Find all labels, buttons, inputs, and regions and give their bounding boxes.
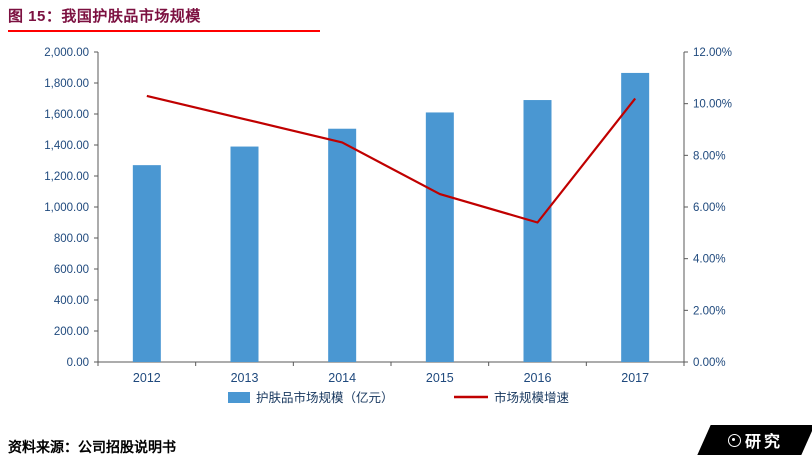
svg-text:200.00: 200.00 [54, 326, 89, 338]
svg-text:2,000.00: 2,000.00 [44, 47, 89, 59]
svg-text:1,400.00: 1,400.00 [44, 140, 89, 152]
svg-text:2012: 2012 [133, 371, 161, 385]
right-axis-labels: 12.00% 10.00% 8.00% 6.00% 4.00% 2.00% 0.00% [684, 47, 732, 369]
svg-text:1,800.00: 1,800.00 [44, 78, 89, 90]
svg-text:0.00: 0.00 [67, 357, 89, 369]
svg-text:800.00: 800.00 [54, 233, 89, 245]
source-text: 资料来源：公司招股说明书 [8, 439, 176, 455]
axis-lines [97, 52, 685, 366]
brand-logo: 研究 [697, 425, 812, 455]
figure-number-label: 图 15： [8, 8, 62, 25]
bar-2012 [132, 165, 161, 362]
legend-bar-swatch [228, 392, 250, 403]
svg-text:0.00%: 0.00% [693, 357, 726, 369]
bar-2017 [621, 72, 650, 363]
bar-2014 [328, 128, 357, 362]
brand-circle-icon [728, 433, 742, 447]
x-axis-labels: 2012 2013 2014 2015 2016 2017 [133, 371, 649, 385]
svg-text:12.00%: 12.00% [693, 47, 732, 59]
source-row: 资料来源：公司招股说明书 [8, 437, 176, 457]
svg-text:1,600.00: 1,600.00 [44, 109, 89, 121]
svg-text:2013: 2013 [231, 371, 259, 385]
growth-line [146, 94, 637, 224]
bar-2016 [523, 100, 552, 363]
chart-legend: 护肤品市场规模（亿元） 市场规模增速 [228, 390, 570, 405]
svg-text:护肤品市场规模（亿元）: 护肤品市场规模（亿元） [256, 390, 394, 405]
svg-text:市场规模增速: 市场规模增速 [494, 390, 570, 405]
svg-text:1,200.00: 1,200.00 [44, 171, 89, 183]
svg-text:4.00%: 4.00% [693, 254, 726, 266]
chart-area: 2,000.00 1,800.00 1,600.00 1,400.00 1,200.00… [6, 36, 778, 422]
bar-2015 [425, 112, 454, 362]
left-axis-labels: 2,000.00 1,800.00 1,600.00 1,400.00 1,200.00… [44, 47, 98, 369]
svg-text:400.00: 400.00 [54, 295, 89, 307]
bar-2013 [230, 146, 259, 362]
svg-text:2.00%: 2.00% [693, 305, 726, 317]
growth-line-series [146, 94, 637, 224]
svg-text:10.00%: 10.00% [693, 99, 732, 111]
svg-text:2017: 2017 [621, 371, 649, 385]
svg-text:600.00: 600.00 [54, 264, 89, 276]
svg-text:8.00%: 8.00% [693, 150, 726, 162]
market-size-combo-chart: 2,000.00 1,800.00 1,600.00 1,400.00 1,200.00… [44, 47, 732, 405]
svg-text:2016: 2016 [524, 371, 552, 385]
svg-text:2014: 2014 [328, 371, 356, 385]
figure-header: 图 15：我国护肤品市场规模 [8, 5, 320, 32]
brand-logo-text: 研究 [745, 434, 784, 451]
svg-text:1,000.00: 1,000.00 [44, 202, 89, 214]
brand-logo-inner: 研究 [728, 428, 784, 452]
svg-text:6.00%: 6.00% [693, 202, 726, 214]
svg-text:2015: 2015 [426, 371, 454, 385]
figure-title: 我国护肤品市场规模 [61, 8, 201, 25]
bars-series [132, 72, 650, 363]
